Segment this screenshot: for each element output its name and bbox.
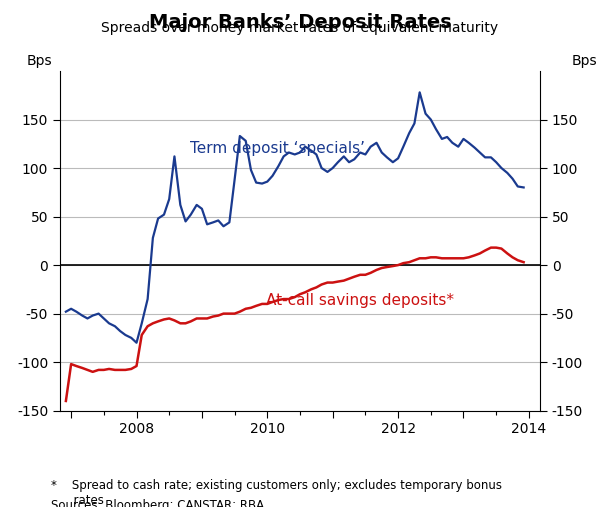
Text: At-call savings deposits*: At-call savings deposits* (266, 294, 454, 308)
Text: Major Banks’ Deposit Rates: Major Banks’ Deposit Rates (149, 13, 451, 31)
Text: Bps: Bps (571, 54, 597, 67)
Text: Term deposit ‘specials’: Term deposit ‘specials’ (190, 140, 365, 156)
Text: *    Spread to cash rate; existing customers only; excludes temporary bonus
    : * Spread to cash rate; existing customer… (51, 479, 502, 507)
Text: Sources: Bloomberg; CANSTAR; RBA: Sources: Bloomberg; CANSTAR; RBA (51, 499, 264, 507)
Text: Bps: Bps (26, 54, 52, 67)
Title: Spreads over money market rates of equivalent maturity: Spreads over money market rates of equiv… (101, 21, 499, 35)
